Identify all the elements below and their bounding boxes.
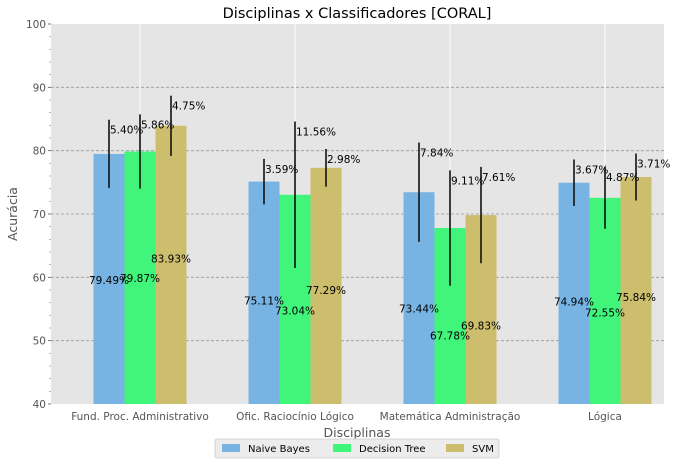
legend-box (214, 438, 500, 459)
value-label: 77.29% (306, 285, 346, 297)
value-label: 74.94% (554, 296, 594, 308)
bar (310, 167, 342, 404)
bar (248, 181, 280, 404)
value-label: 75.84% (616, 292, 656, 304)
value-label: 67.78% (430, 330, 470, 342)
x-axis-title: Disciplinas (324, 425, 391, 440)
legend: Naive Bayes Decision Tree SVM (214, 438, 500, 459)
legend-label: Decision Tree (359, 444, 426, 455)
x-tick-label: Matemática Administração (380, 411, 521, 423)
y-tick-label: 100 (26, 19, 46, 31)
value-label: 73.44% (399, 303, 439, 315)
value-label: 69.83% (461, 321, 501, 333)
error-label: 3.71% (637, 159, 670, 171)
bar (155, 125, 187, 404)
x-tick-label: Lógica (588, 411, 622, 423)
x-tick-label: Ofic. Raciocínio Lógico (236, 411, 354, 423)
legend-swatch (222, 444, 240, 452)
value-label: 75.11% (244, 296, 284, 308)
bar (558, 182, 590, 404)
error-label: 5.40% (110, 125, 143, 137)
value-label: 79.87% (120, 273, 160, 285)
error-label: 7.61% (482, 172, 515, 184)
error-bars (108, 95, 637, 286)
error-label: 3.59% (265, 164, 298, 176)
legend-swatch (446, 444, 464, 452)
error-label: 2.98% (327, 154, 360, 166)
value-label: 83.93% (151, 254, 191, 266)
y-tick-label: 90 (33, 82, 46, 94)
y-axis-title: Acurácia (5, 187, 20, 241)
y-tick-label: 70 (33, 209, 46, 221)
y-tick-label: 60 (33, 272, 46, 284)
legend-swatch (333, 444, 351, 452)
y-tick-label: 80 (33, 146, 46, 158)
legend-label: SVM (472, 444, 494, 455)
value-label: 73.04% (275, 305, 315, 317)
y-tick-label: 50 (33, 336, 46, 348)
bars (93, 125, 652, 404)
error-label: 11.56% (296, 127, 336, 139)
x-tick-label: Fund. Proc. Administrativo (71, 411, 209, 423)
value-label: 72.55% (585, 308, 625, 320)
error-label: 4.75% (172, 101, 205, 113)
error-label: 9.11% (451, 175, 484, 187)
data-labels: 5.40% 79.49% 3.59% 75.11% 7.84% 73.44% 3.67% 74… (89, 101, 670, 343)
bar (124, 151, 156, 404)
value-label: 79.49% (89, 275, 129, 287)
bar (93, 153, 125, 404)
error-label: 7.84% (420, 148, 453, 160)
error-label: 3.67% (575, 164, 608, 176)
error-label: 4.87% (606, 172, 639, 184)
error-label: 5.86% (141, 119, 174, 131)
chart-title: Disciplinas x Classificadores [CORAL] (223, 6, 492, 22)
y-tick-label: 40 (33, 399, 46, 411)
legend-label: Naive Bayes (248, 444, 310, 455)
x-axis: Fund. Proc. Administrativo Ofic. Raciocín… (71, 411, 622, 423)
y-axis: 40 50 60 70 80 90 100 (26, 19, 51, 411)
bar (589, 197, 621, 404)
bar (620, 177, 652, 404)
